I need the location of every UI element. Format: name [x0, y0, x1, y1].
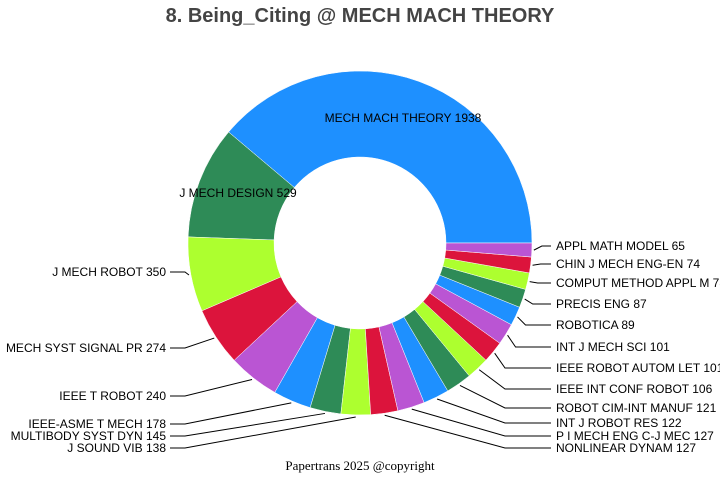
slice-label: ROBOTICA 89 — [556, 318, 635, 332]
leader-line — [494, 352, 551, 369]
leader-line — [170, 416, 356, 449]
leader-line — [384, 414, 551, 449]
copyright-footer: Papertrans 2025 @copyright — [285, 458, 435, 473]
slice-label: CHIN J MECH ENG-EN 74 — [556, 257, 700, 271]
slice-label: MECH SYST SIGNAL PR 274 — [6, 341, 166, 355]
slice-label: IEEE INT CONF ROBOT 106 — [556, 382, 713, 396]
leader-line — [533, 245, 551, 251]
slice-label: MECH MACH THEORY 1938 — [325, 111, 482, 125]
slice-label: J MECH ROBOT 350 — [52, 265, 166, 279]
leader-line — [524, 298, 551, 305]
leader-line — [532, 263, 551, 266]
slice-label: IEEE ROBOT AUTOM LET 101 — [556, 361, 720, 375]
slice-label: ROBOT CIM-INT MANUF 121 — [556, 401, 717, 415]
slice-label: NONLINEAR DYNAM 127 — [556, 441, 696, 455]
leader-line — [517, 316, 551, 326]
slice-label: IEEE T ROBOT 240 — [59, 389, 166, 403]
leader-line — [507, 334, 551, 348]
slice-label: INT J ROBOT RES 122 — [556, 416, 682, 430]
leader-line — [478, 369, 551, 390]
slice-label: J SOUND VIB 138 — [67, 441, 166, 455]
leader-line — [170, 271, 190, 276]
leader-line — [170, 402, 292, 425]
slice-label: MULTIBODY SYST DYN 145 — [11, 429, 167, 443]
leader-line — [529, 281, 551, 284]
slice-label: PRECIS ENG 87 — [556, 297, 647, 311]
leader-line — [459, 384, 551, 409]
leader-line — [170, 412, 326, 437]
slice-label: J MECH DESIGN 529 — [179, 186, 297, 200]
slice-label: INT J MECH SCI 101 — [556, 340, 670, 354]
slice-appl-math-model — [445, 242, 533, 258]
leader-line — [170, 337, 215, 349]
chart-title: 8. Being_Citing @ MECH MACH THEORY — [165, 5, 555, 27]
leader-line — [436, 398, 551, 424]
slice-label: COMPUT METHOD APPL M 78 — [556, 276, 720, 290]
slice-label: P I MECH ENG C-J MEC 127 — [556, 429, 714, 443]
leader-line — [411, 408, 551, 437]
leader-line — [170, 378, 253, 397]
slice-label: APPL MATH MODEL 65 — [556, 239, 685, 253]
slice-mech-mach-theory — [228, 70, 533, 244]
slice-label: IEEE-ASME T MECH 178 — [28, 417, 166, 431]
